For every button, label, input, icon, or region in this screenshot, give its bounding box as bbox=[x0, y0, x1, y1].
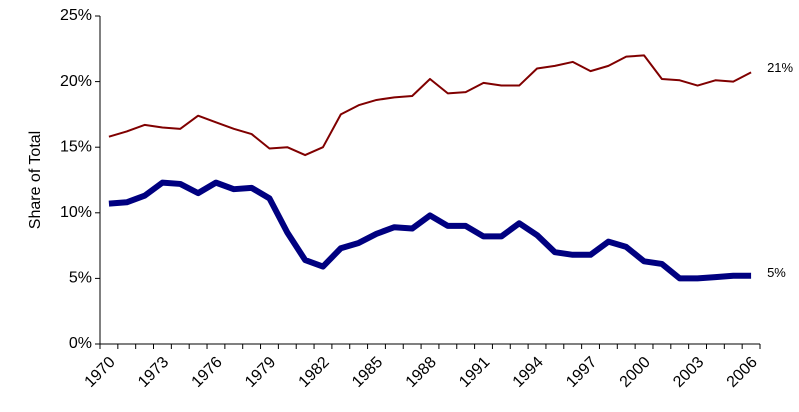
y-tick-label: 0% bbox=[69, 335, 92, 352]
x-tick-label: 1979 bbox=[242, 354, 279, 391]
x-tick-label: 1973 bbox=[135, 354, 172, 391]
x-tick-label: 1976 bbox=[189, 354, 226, 391]
x-tick-label: 1988 bbox=[403, 354, 440, 391]
end-label: 5% bbox=[767, 265, 786, 280]
y-tick-label: 5% bbox=[69, 270, 92, 287]
x-tick-label: 1982 bbox=[296, 354, 333, 391]
x-tick-label: 1994 bbox=[510, 354, 547, 391]
x-tick-label: 2003 bbox=[670, 354, 707, 391]
y-tick-label: 20% bbox=[60, 73, 92, 90]
x-tick-label: 2006 bbox=[724, 354, 761, 391]
line bbox=[108, 179, 752, 282]
x-tick-label: 2000 bbox=[617, 354, 654, 391]
end-label: 21% bbox=[767, 60, 793, 75]
y-axis-title: Share of Total bbox=[27, 131, 44, 229]
y-tick-label: 10% bbox=[60, 204, 92, 221]
x-tick-label: 1985 bbox=[349, 354, 386, 391]
line bbox=[108, 54, 752, 157]
y-tick-label: 15% bbox=[60, 138, 92, 155]
x-tick-label: 1991 bbox=[456, 354, 493, 391]
x-tick-label: 1997 bbox=[563, 354, 600, 391]
x-tick-label: 1970 bbox=[82, 354, 119, 391]
y-tick-label: 25% bbox=[60, 7, 92, 24]
